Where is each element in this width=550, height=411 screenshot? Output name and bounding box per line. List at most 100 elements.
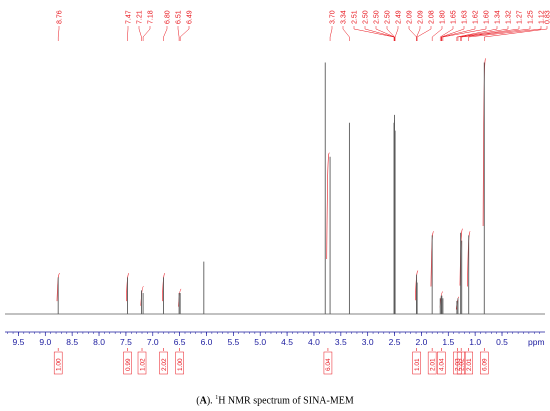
peak-label-leader [138,26,142,41]
integral-label-box [437,351,446,375]
peak-label: 1.34 [494,10,501,24]
axis-tick-label: 5.0 [254,337,266,347]
integral-label: 2.02 [161,358,168,371]
integral-label-box [159,351,168,375]
peak-label: 7.21 [136,10,143,24]
peak-label-leader [416,26,421,41]
peak-label-leader [461,26,531,41]
axis-tick-label: 6.0 [201,337,213,347]
peak-label: 6.49 [186,10,193,24]
integral-label-box [427,351,437,375]
peak-label-leader [408,26,417,41]
caption-letter: A [199,395,207,407]
axis-tick-label: 9.5 [13,337,25,347]
axis-tick-label: 5.5 [227,337,239,347]
axis-tick-label: 4.0 [308,337,320,347]
peak-label-leader [375,26,395,41]
axis-unit-label: ppm [528,337,545,347]
peak-label-leader [460,26,520,41]
axis-tick-label: 2.0 [416,337,428,347]
peak-label-leader [329,26,333,41]
integral-label-box [412,351,421,375]
integral-label: 4.04 [439,358,446,371]
peak-label: 1.62 [472,10,479,24]
ppm-axis: 9.5 9.0 8.5 8.0 7.5 7.0 6.5 6.0 5.5 5.0 4.5 4.0 3.5 3… [5,331,545,347]
peak-label-leader [342,26,350,41]
peak-label: 8.76 [56,10,63,24]
peak-label-leader [439,26,454,41]
spectrum-layer [5,62,545,315]
peak-label: 6.51 [175,10,182,24]
integral-curve [455,296,460,310]
axis-tick-label: 1.5 [442,337,454,347]
peak-label: 7.18 [147,10,154,24]
integral-label-box [175,351,184,375]
axis-tick-label: 0.5 [496,337,508,347]
integral-label-box [480,351,489,375]
integral-label: 2.01 [429,358,436,371]
integral-label-box [456,351,466,375]
peak-label-leader [456,26,498,41]
peak-label-leader [142,26,151,41]
integral-label: 1.00 [55,358,62,371]
peak-label-leader [353,26,395,41]
peak-label-leader [468,26,542,41]
axis-tick-label: 8.5 [66,337,78,347]
peak-label: 2.51 [351,10,358,24]
integral-label: 1.00 [177,358,184,371]
integral-curve-layer [56,58,486,310]
axis-tick-label: 6.5 [174,337,186,347]
peak-label-layer: 8.76 7.47 7.21 7.18 6.80 6.51 6.49 3.70 3.34 2.51… [56,10,550,41]
axis-tick-label: 1.0 [469,337,481,347]
peak-label: 6.80 [164,10,171,24]
peak-label: 1.27 [516,10,523,24]
integral-label-box [53,351,63,375]
caption-superscript: 1 [215,395,219,401]
integral-label: 1.01 [414,358,421,371]
axis-tick-label: 4.5 [281,337,293,347]
peak-label: 2.50 [373,10,380,24]
peak-label-leader [177,26,180,41]
peak-label-leader [431,26,443,41]
nmr-spectrum-chart: 8.76 7.47 7.21 7.18 6.80 6.51 6.49 3.70 3.34 2.51… [5,10,550,375]
integral-label-box [323,351,333,375]
integral-label: 2.02 [458,358,465,371]
peak-label: 1.63 [461,10,468,24]
peak-label-leader [457,26,509,41]
integral-label-layer: 1.00 0.99 1.02 2.02 1.00 6.04 1.01 2.01 4.04 2.03… [53,348,489,375]
integral-label: 0.99 [125,358,132,371]
integral-curve [459,228,463,286]
peak-label: 2.09 [417,10,424,24]
integral-label-box [464,351,473,375]
peak-label: 1.65 [450,10,457,24]
axis-tick-label: 3.5 [335,337,347,347]
peak-label: 2.08 [428,10,435,24]
axis-tick-label: 3.0 [362,337,374,347]
peak-label: 2.50 [384,10,391,24]
axis-tick-label: 9.0 [39,337,51,347]
peak-label: 1.32 [505,10,512,24]
peak-label-leader [386,26,395,41]
peak-label: 7.47 [125,10,132,24]
integral-label: 2.01 [466,358,473,371]
peak-label-leader [442,26,487,41]
peak-label: 3.34 [340,10,347,24]
axis-tick-label: 2.5 [389,337,401,347]
integral-label-box [123,351,132,375]
peak-label: 3.70 [329,10,336,24]
peak-label: 0.83 [544,10,550,24]
integral-label: 1.02 [139,358,146,371]
integral-curve [140,286,144,306]
integral-curve [178,288,182,307]
peak-label: 1.60 [483,10,490,24]
caption-text: H NMR spectrum of SINA-MEM [218,395,354,407]
peak-label: 1.12 [538,10,545,24]
peak-label: 2.09 [406,10,413,24]
axis-tick-label: 7.0 [147,337,159,347]
integral-curve [326,152,330,259]
peak-label: 1.25 [527,10,534,24]
axis-tick-label: 7.5 [120,337,132,347]
peak-label: 2.49 [395,10,402,24]
peak-label-leader [416,26,432,41]
peak-label-leader [364,26,395,41]
